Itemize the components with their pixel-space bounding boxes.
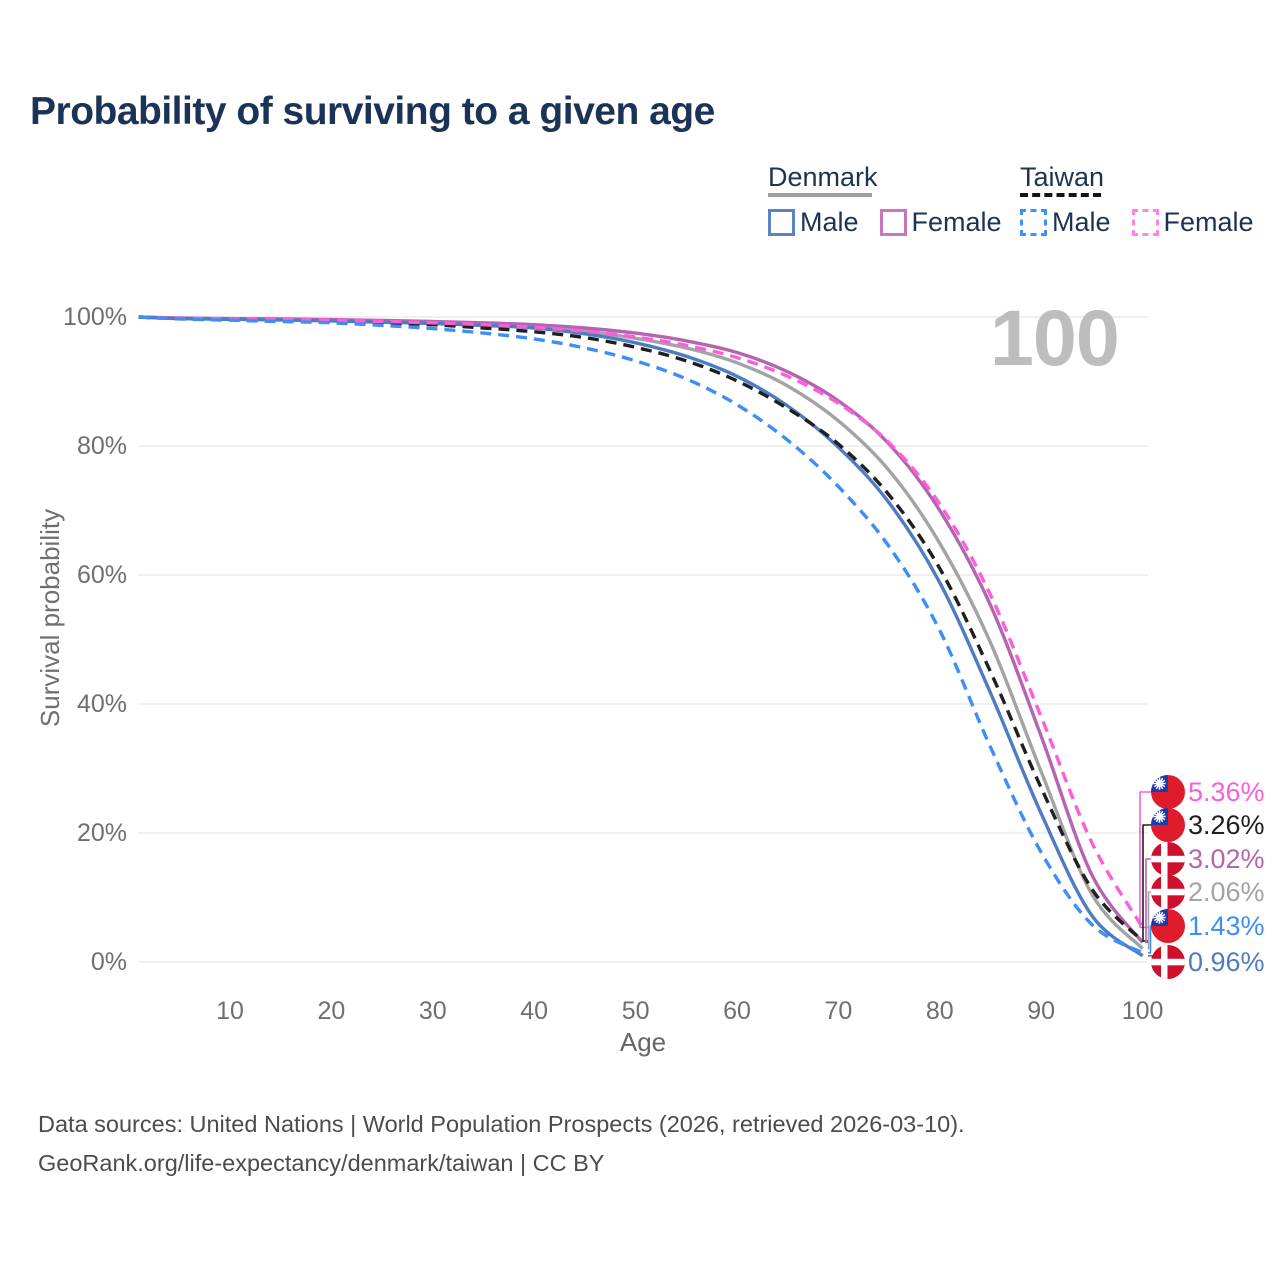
- x-tick-label-10: 10: [216, 997, 244, 1025]
- y-tick-label-60%: 60%: [76, 561, 127, 589]
- end-label-denmark-male: 0.96%: [1188, 947, 1265, 977]
- denmark-flag-icon: [1151, 875, 1185, 909]
- denmark-flag-icon: [1151, 945, 1185, 979]
- curve-taiwan-male: [138, 315, 1144, 955]
- end-label-denmark-total: 2.06%: [1188, 877, 1265, 907]
- legend-denmark-male-label[interactable]: Male: [800, 207, 859, 237]
- age-watermark: 100: [990, 293, 1120, 382]
- legend-denmark-female-swatch[interactable]: [879, 209, 907, 236]
- footer: Data sources: United Nations | World Pop…: [38, 1105, 965, 1183]
- legend-group-denmark: Denmark Male Female: [768, 162, 1002, 238]
- leader-line-denmark-female: [1145, 858, 1153, 944]
- legend-group-taiwan: Taiwan Male Female: [1020, 162, 1254, 238]
- x-axis-title: Age: [619, 1027, 667, 1057]
- denmark-flag-icon: [1151, 842, 1185, 876]
- x-tick-label-80: 80: [925, 997, 954, 1025]
- legend-taiwan-female-label[interactable]: Female: [1163, 207, 1254, 237]
- curve-denmark-total: [138, 315, 1144, 950]
- curve-taiwan-total: [138, 315, 1144, 943]
- legend-taiwan-male-label[interactable]: Male: [1052, 207, 1111, 237]
- taiwan-flag-icon: [1151, 808, 1185, 842]
- legend-taiwan-female-swatch[interactable]: [1131, 209, 1159, 236]
- legend-denmark-line-sample: [768, 193, 872, 197]
- legend-denmark-title[interactable]: Denmark: [768, 162, 878, 192]
- end-label-taiwan-female: 5.36%: [1188, 777, 1265, 807]
- y-tick-label-20%: 20%: [76, 819, 127, 847]
- x-tick-label-100: 100: [1121, 997, 1164, 1025]
- legend-denmark-male-swatch[interactable]: [768, 209, 795, 236]
- leader-line-denmark-total: [1147, 891, 1153, 950]
- page-title: Probability of surviving to a given age: [30, 90, 715, 133]
- data-sources-line: Data sources: United Nations | World Pop…: [38, 1111, 965, 1137]
- x-tick-label-60: 60: [723, 997, 751, 1025]
- curve-denmark-female: [138, 315, 1144, 944]
- x-tick-label-70: 70: [824, 997, 853, 1025]
- x-tick-label-30: 30: [418, 997, 447, 1025]
- y-tick-label-0%: 0%: [90, 948, 127, 976]
- y-axis-title: Survival probability: [35, 508, 65, 728]
- attribution-line: GeoRank.org/life-expectancy/denmark/taiw…: [38, 1150, 605, 1176]
- y-tick-label-40%: 40%: [76, 690, 127, 718]
- x-tick-label-50: 50: [621, 997, 650, 1025]
- legend-denmark-female-label[interactable]: Female: [911, 207, 1002, 237]
- taiwan-flag-icon: [1151, 909, 1185, 943]
- end-label-taiwan-total: 3.26%: [1188, 810, 1265, 840]
- y-tick-label-80%: 80%: [76, 432, 127, 460]
- curve-denmark-male: [138, 315, 1144, 958]
- legend-taiwan-male-swatch[interactable]: [1020, 209, 1047, 236]
- legend-taiwan-title[interactable]: Taiwan: [1020, 162, 1105, 192]
- curve-taiwan-female: [138, 315, 1145, 929]
- taiwan-flag-icon: [1151, 775, 1185, 809]
- leader-line-taiwan-female: [1139, 791, 1153, 929]
- legend-taiwan-line-sample: [1020, 193, 1101, 197]
- x-tick-label-20: 20: [317, 997, 346, 1025]
- x-tick-label-90: 90: [1027, 997, 1056, 1025]
- y-tick-label-100%: 100%: [63, 303, 127, 331]
- end-label-taiwan-male: 1.43%: [1188, 911, 1265, 941]
- x-tick-label-40: 40: [520, 997, 549, 1025]
- end-label-denmark-female: 3.02%: [1188, 844, 1265, 874]
